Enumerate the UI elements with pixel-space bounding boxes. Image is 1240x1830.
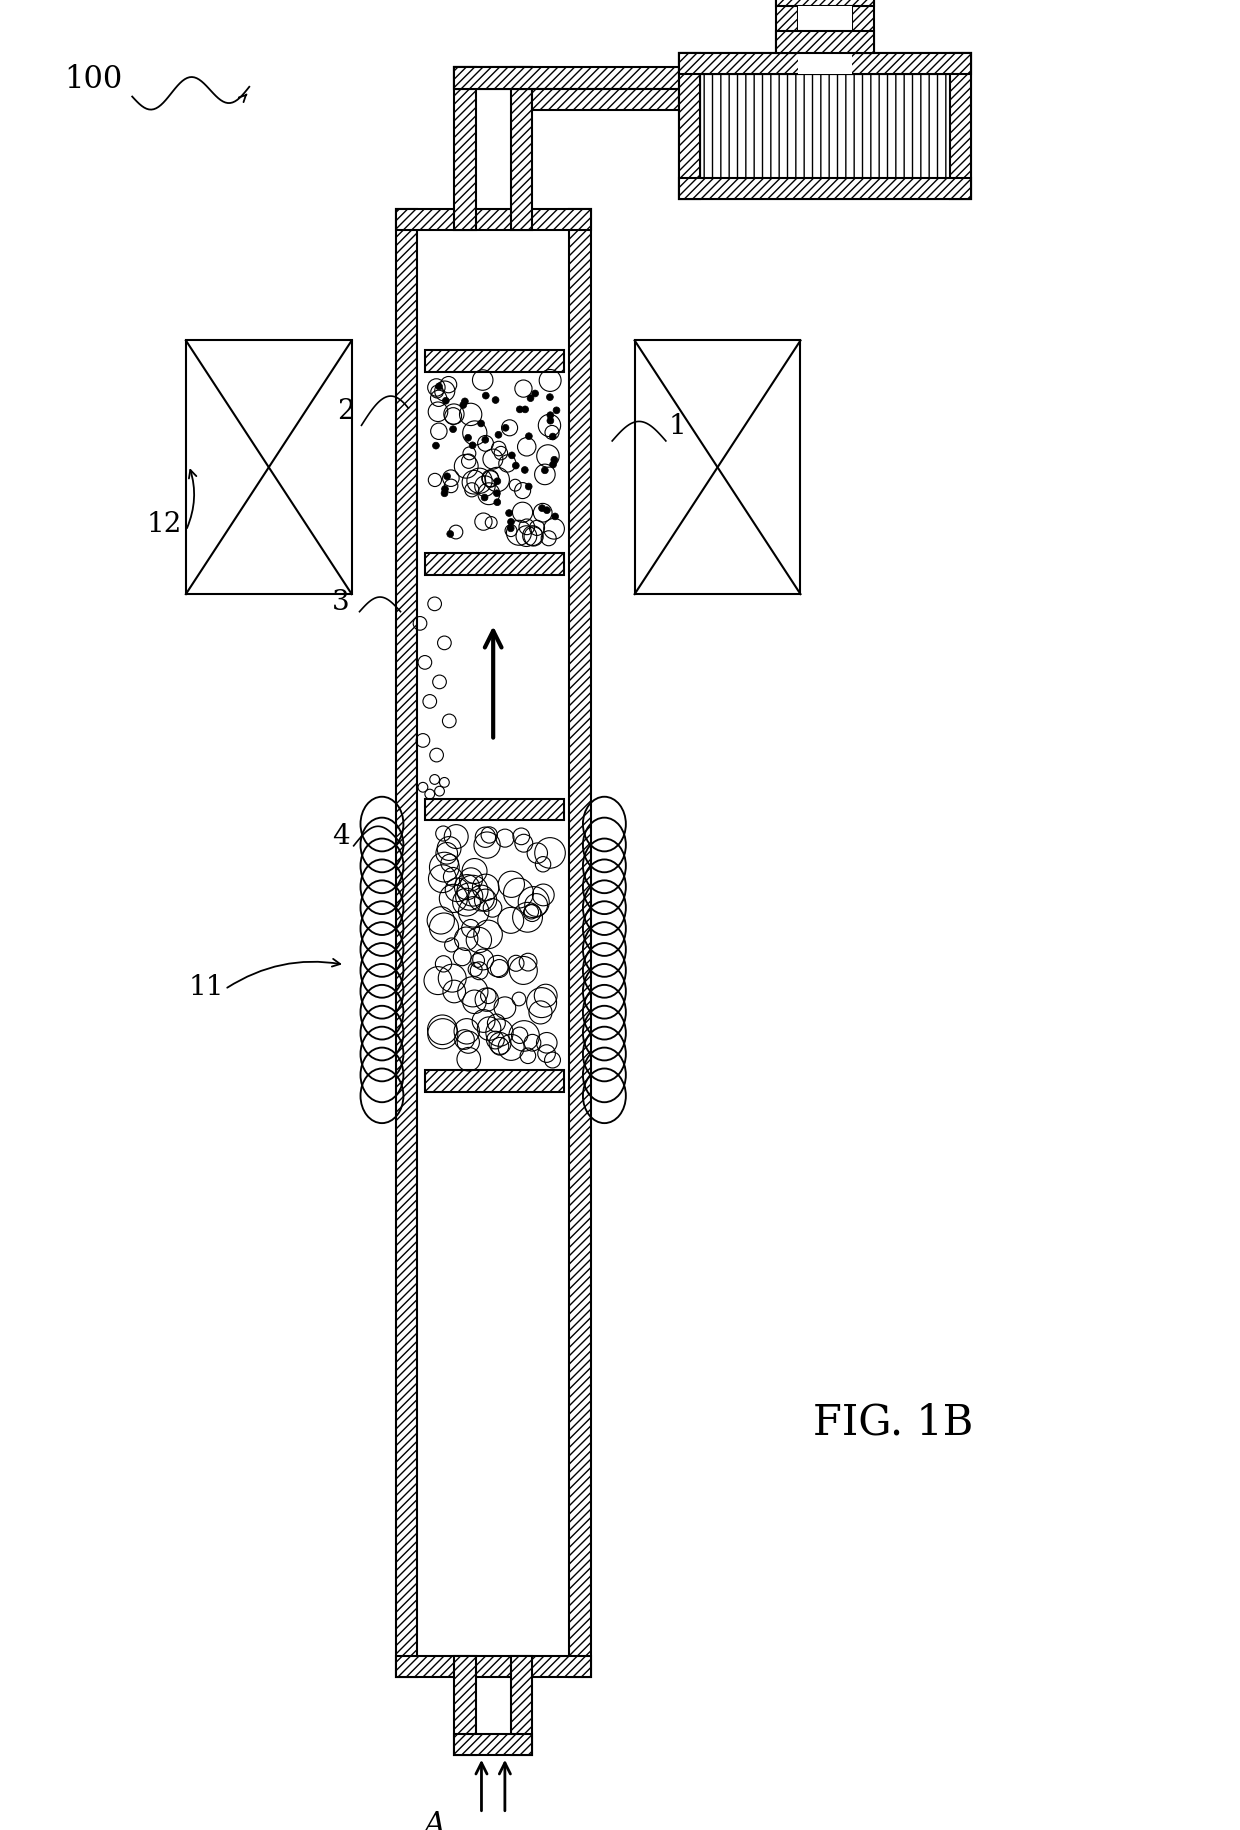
Bar	[701, 75, 950, 179]
Circle shape	[526, 483, 532, 490]
Circle shape	[538, 505, 546, 512]
Bar	[635, 340, 801, 595]
Circle shape	[502, 425, 508, 432]
Circle shape	[460, 403, 466, 410]
Circle shape	[553, 408, 560, 415]
Bar	[532, 68, 835, 90]
Circle shape	[441, 487, 449, 494]
Circle shape	[443, 399, 449, 404]
Circle shape	[441, 490, 448, 498]
Bar	[454, 68, 476, 231]
Bar	[454, 1733, 532, 1755]
Bar	[835, 68, 856, 196]
Circle shape	[516, 406, 523, 414]
Circle shape	[532, 392, 538, 397]
Circle shape	[549, 434, 557, 441]
Circle shape	[494, 478, 501, 485]
Circle shape	[521, 467, 528, 474]
Bar	[454, 68, 835, 90]
Text: 100: 100	[64, 64, 123, 95]
Bar	[511, 68, 532, 231]
Circle shape	[547, 395, 553, 401]
Bar	[454, 1656, 476, 1755]
Bar	[186, 340, 352, 595]
Circle shape	[450, 426, 456, 434]
Bar	[776, 33, 874, 53]
Bar	[678, 53, 701, 199]
Circle shape	[547, 412, 554, 419]
Circle shape	[542, 468, 548, 474]
Circle shape	[446, 531, 454, 538]
Circle shape	[444, 474, 450, 481]
Circle shape	[494, 490, 500, 498]
Bar	[396, 210, 417, 1676]
Bar	[425, 800, 564, 822]
Bar	[776, 0, 874, 7]
Bar	[396, 1656, 590, 1676]
Bar	[425, 1071, 564, 1093]
Bar	[532, 90, 835, 112]
Bar	[678, 53, 971, 75]
Circle shape	[469, 443, 476, 450]
Bar	[511, 1656, 532, 1755]
Circle shape	[465, 436, 471, 443]
Text: 1: 1	[668, 414, 687, 439]
Bar	[425, 351, 564, 373]
Circle shape	[482, 393, 490, 399]
Bar	[569, 210, 590, 1676]
Circle shape	[506, 511, 512, 518]
Bar	[950, 53, 971, 199]
Bar	[532, 90, 835, 112]
Circle shape	[507, 525, 515, 533]
Bar	[425, 373, 564, 554]
Circle shape	[492, 397, 498, 404]
Circle shape	[552, 514, 558, 520]
Circle shape	[482, 437, 489, 445]
Text: 12: 12	[146, 511, 182, 538]
Text: 11: 11	[188, 974, 224, 1001]
Bar	[476, 1656, 511, 1755]
Circle shape	[433, 443, 439, 450]
Circle shape	[477, 421, 485, 428]
Text: 4: 4	[332, 822, 350, 849]
Circle shape	[435, 384, 443, 390]
Text: 3: 3	[332, 589, 350, 615]
Circle shape	[495, 432, 502, 439]
Bar	[476, 90, 511, 231]
Circle shape	[507, 520, 515, 525]
Circle shape	[522, 406, 528, 414]
Circle shape	[494, 500, 501, 507]
Circle shape	[481, 494, 489, 501]
Circle shape	[461, 399, 469, 406]
Bar	[797, 7, 852, 75]
Circle shape	[527, 395, 534, 403]
Circle shape	[526, 434, 532, 441]
Circle shape	[547, 417, 554, 425]
Bar	[454, 68, 532, 90]
Bar	[813, 68, 835, 196]
Bar	[425, 554, 564, 575]
Text: A: A	[424, 1810, 445, 1830]
Circle shape	[551, 458, 558, 463]
Bar	[678, 179, 971, 199]
Text: 2: 2	[337, 399, 355, 425]
Circle shape	[508, 452, 516, 459]
Circle shape	[512, 463, 520, 470]
Circle shape	[549, 461, 557, 468]
Bar	[425, 822, 564, 1071]
Circle shape	[543, 507, 551, 514]
Bar	[678, 53, 971, 199]
Bar	[852, 0, 874, 53]
Bar	[776, 0, 797, 53]
Text: FIG. 1B: FIG. 1B	[813, 1400, 973, 1442]
Bar	[417, 231, 569, 1656]
Bar	[396, 210, 590, 231]
